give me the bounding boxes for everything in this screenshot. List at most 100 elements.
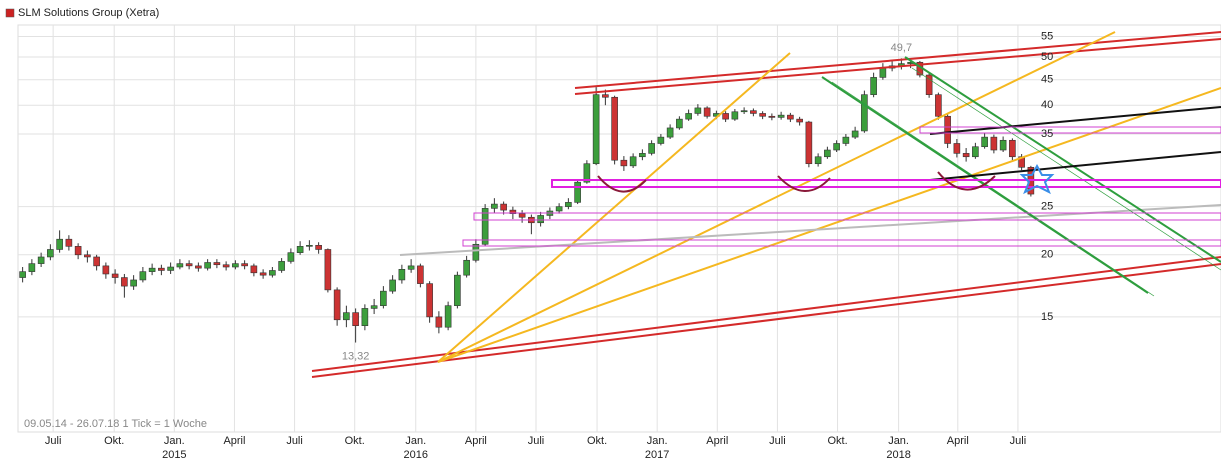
grid [18, 25, 1221, 432]
candle-body [102, 265, 110, 275]
candle-body [796, 118, 803, 123]
footnote: 09.05.14 - 26.07.18 1 Tick = 1 Woche [24, 418, 207, 430]
candle-body [204, 262, 211, 269]
annotation: 49,7 [891, 42, 912, 54]
x-tick-label: Jan. [888, 435, 909, 447]
x-tick-label: Jan. [647, 435, 668, 447]
candle-body [250, 265, 258, 274]
y-tick-label: 25 [1041, 201, 1053, 213]
candle-body [685, 113, 692, 120]
candle-body [768, 115, 776, 118]
candle-body [93, 256, 100, 267]
candle-body [565, 202, 572, 207]
candle-body [694, 107, 702, 114]
candle-body [56, 238, 63, 250]
candle-body [121, 277, 128, 287]
candle-body [213, 262, 221, 266]
candle-body [222, 264, 230, 268]
candle-body [417, 265, 424, 284]
x-tick-label: April [947, 435, 969, 447]
fan-line [437, 87, 1221, 363]
arc [597, 175, 647, 193]
candle-body [861, 94, 868, 132]
candle-body [324, 249, 332, 291]
candle-body [491, 203, 498, 209]
candle-body [167, 266, 174, 271]
candle-body [380, 290, 387, 306]
candle-body [158, 267, 165, 271]
support-band [473, 212, 1221, 221]
candle-body [361, 308, 369, 327]
candle-body [611, 96, 618, 161]
candle-body [666, 127, 674, 138]
candle-body [481, 208, 489, 245]
plot-area [17, 24, 1221, 433]
candle-body [777, 114, 785, 118]
candle-body [602, 94, 609, 98]
candle-body [935, 94, 942, 117]
candle-body [1009, 139, 1016, 158]
x-tick-label: Jan. [405, 435, 426, 447]
y-tick-label: 35 [1041, 128, 1053, 140]
candle-body [953, 143, 961, 154]
candle-body [454, 274, 461, 306]
candle-body [639, 153, 646, 158]
candle-body [185, 263, 193, 267]
channel-line [911, 67, 1221, 271]
candle-body [37, 256, 45, 264]
x-tick-label: Juli [286, 435, 303, 447]
y-tick-label: 20 [1041, 249, 1053, 261]
trend-line [929, 106, 1221, 135]
trend-line [574, 31, 1221, 89]
candle-body [287, 252, 295, 262]
candle-body [574, 181, 581, 203]
y-tick-label: 50 [1041, 51, 1053, 63]
candle-body [111, 273, 119, 278]
candle-body [84, 254, 91, 258]
candle-body [19, 271, 26, 278]
candle-body [842, 136, 850, 144]
candle-body [972, 146, 979, 158]
candle-body [537, 215, 544, 224]
x-tick-label: Juli [528, 435, 545, 447]
chart-title: SLM Solutions Group (Xetra) [18, 7, 159, 19]
year-label: 2016 [404, 449, 428, 461]
candle-body [731, 111, 739, 120]
candle-body [592, 94, 600, 165]
labels: 15 20 25 35 40 45 50 55 Juli Okt. Jan. April Juli Okt… [45, 30, 1053, 461]
candle-body [518, 213, 526, 218]
candle-body [426, 283, 433, 318]
fan-line [437, 52, 791, 363]
candle-body [740, 110, 748, 113]
candle-body [703, 107, 711, 117]
annotation: 13,32 [342, 350, 370, 362]
candle-body [833, 143, 840, 151]
channel-line [831, 81, 1155, 297]
candle-body [315, 245, 322, 250]
candle-body [851, 130, 859, 138]
x-tick-label: Juli [1010, 435, 1027, 447]
candle-body [398, 269, 406, 281]
candle-body [990, 136, 998, 151]
candle-body [435, 316, 443, 328]
x-tick-label: Jan. [164, 435, 185, 447]
x-tick-label: April [706, 435, 728, 447]
candle-body [944, 115, 951, 144]
support-band [551, 179, 1221, 188]
candle-body [814, 156, 822, 165]
candle-body [648, 143, 655, 154]
trend-line [574, 38, 1221, 95]
candle-body [824, 149, 831, 158]
candle-body [583, 163, 591, 183]
candle-body [65, 238, 73, 247]
candles [19, 58, 1035, 343]
candle-body [676, 118, 683, 129]
candle-body [306, 245, 313, 247]
drawings [311, 31, 1221, 378]
candle-body [870, 77, 877, 95]
trend-line [311, 256, 1221, 372]
candle-body [269, 270, 276, 276]
candle-body [333, 289, 341, 321]
x-tick-label: Juli [45, 435, 62, 447]
